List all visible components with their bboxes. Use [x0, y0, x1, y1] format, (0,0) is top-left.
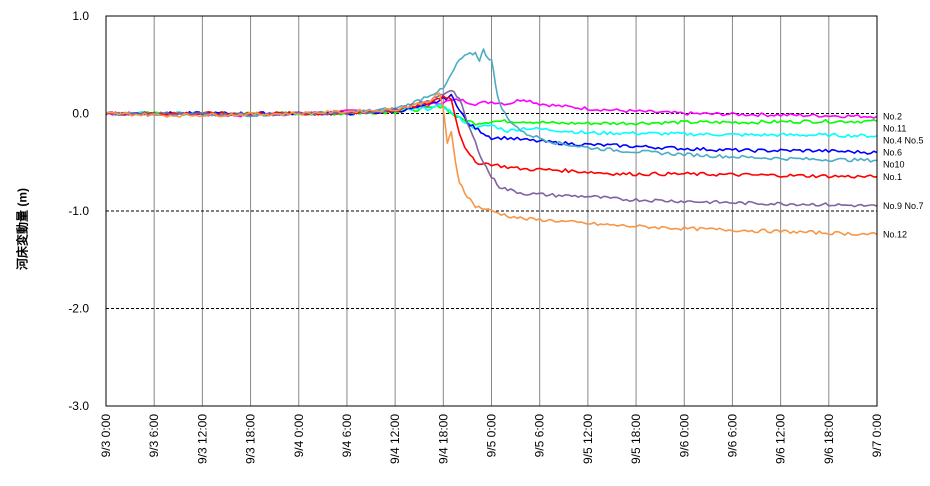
series-end-label: No.9 No.7: [883, 201, 924, 211]
x-tick-label: 9/4 6:00: [340, 414, 354, 458]
series-end-labels: No.2 No.11 No.4 No.5 No.6 No10 No.1 No.9 No.7 N…: [883, 111, 924, 239]
x-tick-label: 9/5 12:00: [581, 414, 595, 464]
x-tick-label: 9/6 18:00: [822, 414, 836, 464]
x-tick-label: 9/6 12:00: [774, 414, 788, 464]
y-tick-label: -3.0: [68, 399, 89, 413]
y-tick-label: -2.0: [68, 302, 89, 316]
series-end-label: No.12: [883, 229, 907, 239]
series-end-label: No10: [883, 160, 905, 170]
x-tick-label: 9/5 18:00: [629, 414, 643, 464]
x-tick-label: 9/3 12:00: [195, 414, 209, 464]
y-tick-label: 1.0: [72, 9, 89, 23]
y-tick-labels: 1.0 0.0 -1.0 -2.0 -3.0: [68, 9, 89, 413]
series-end-label: No.6: [883, 148, 902, 158]
plot-frame: [105, 15, 878, 407]
grid: [106, 16, 877, 406]
series-end-label: No.4 No.5: [883, 135, 924, 145]
x-tick-label: 9/3 6:00: [147, 414, 161, 458]
series-line-6: [105, 89, 878, 208]
x-tick-label: 9/7 0:00: [870, 414, 884, 458]
y-tick-label: 0.0: [72, 107, 89, 121]
series-end-label: No.2: [883, 111, 902, 121]
x-tick-label: 9/3 0:00: [99, 414, 113, 458]
x-tick-labels: 9/3 0:00 9/3 6:00 9/3 12:00 9/3 18:00 9/4 0:…: [99, 414, 884, 464]
series-line-7: [105, 92, 878, 236]
x-tick-label: 9/5 0:00: [485, 414, 499, 458]
series-end-label: No.11: [883, 123, 906, 133]
x-tick-label: 9/6 0:00: [677, 414, 691, 458]
x-tick-label: 9/4 12:00: [388, 414, 402, 464]
x-tick-label: 9/5 6:00: [533, 414, 547, 458]
series-layer: [105, 48, 878, 236]
x-tick-label: 9/4 18:00: [436, 414, 450, 464]
y-tick-label: -1.0: [68, 204, 89, 218]
series-end-label: No.1: [883, 172, 902, 182]
x-tick-label: 9/6 6:00: [725, 414, 739, 458]
x-tick-label: 9/4 0:00: [292, 414, 306, 458]
x-tick-label: 9/3 18:00: [244, 414, 258, 464]
